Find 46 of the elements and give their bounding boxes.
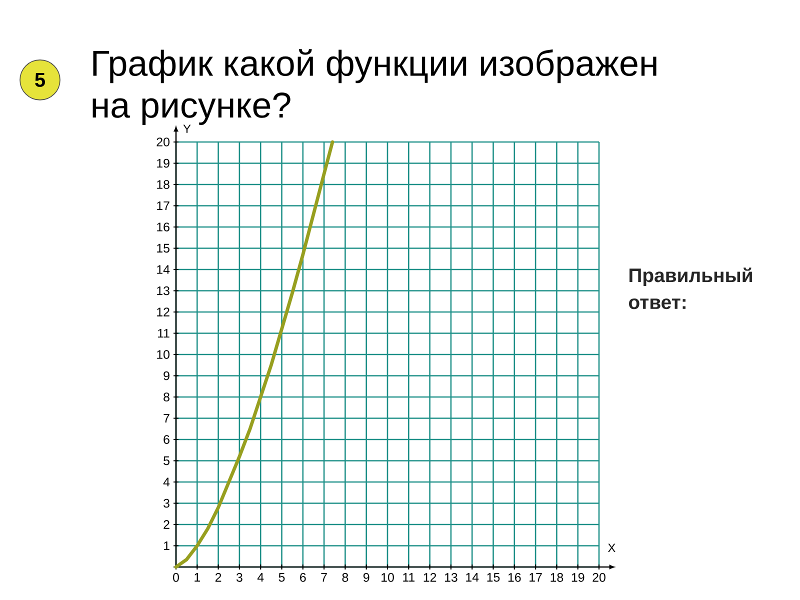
y-tick-label: 6 (164, 435, 170, 444)
y-tick-label: 20 (156, 138, 170, 146)
x-tick-label: 14 (466, 573, 479, 582)
y-axis-title: Y (183, 124, 191, 133)
x-tick-label: 10 (382, 573, 394, 582)
y-tick-label: 5 (164, 456, 170, 466)
x-tick-label: 6 (300, 573, 306, 582)
x-tick-label: 0 (173, 573, 179, 582)
y-tick-label: 2 (164, 520, 170, 529)
y-tick-label: 15 (157, 244, 170, 253)
x-tick-label: 17 (530, 573, 542, 582)
text: Правильный ответ: (628, 268, 752, 310)
x-tick-label: 20 (592, 573, 606, 582)
y-tick-label: 1 (164, 541, 170, 550)
y-tick-label: 18 (157, 180, 170, 189)
y-tick-label: 12 (157, 308, 170, 316)
y-tick-label: 9 (164, 371, 170, 380)
x-tick-label: 4 (257, 573, 264, 582)
y-tick-label: 11 (158, 328, 170, 338)
y-tick-label: 4 (163, 478, 170, 486)
x-tick-label: 3 (236, 573, 242, 582)
x-tick-label: 18 (550, 573, 564, 582)
y-tick-label: 14 (157, 265, 170, 274)
x-tick-label: 13 (444, 573, 458, 582)
y-tick-label: 7 (164, 414, 170, 423)
x-tick-label: 16 (508, 573, 521, 582)
x-tick-label: 7 (321, 573, 327, 582)
x-tick-label: 11 (403, 573, 415, 582)
x-tick-label: 9 (363, 573, 370, 582)
y-tick-label: 16 (157, 222, 170, 232)
y-tick-label: 19 (157, 158, 170, 168)
x-axis-title: X (608, 544, 616, 552)
y-tick-label: 3 (164, 498, 170, 508)
x-tick-label: 2 (215, 573, 222, 582)
x-tick-label: 5 (278, 573, 285, 582)
chart-title: График какой функции изображен на рисунке? (92, 49, 656, 125)
x-tick-label: 12 (424, 573, 436, 582)
x-tick-label: 19 (572, 573, 584, 582)
text: 5 (35, 73, 45, 87)
y-tick-label: 17 (157, 201, 170, 210)
y-tick-label: 8 (164, 392, 170, 402)
x-tick-label: 8 (342, 573, 348, 582)
x-tick-label: 15 (487, 573, 500, 582)
y-tick-label: 13 (157, 286, 170, 296)
y-tick-label: 10 (157, 350, 170, 359)
x-tick-label: 1 (194, 573, 200, 582)
